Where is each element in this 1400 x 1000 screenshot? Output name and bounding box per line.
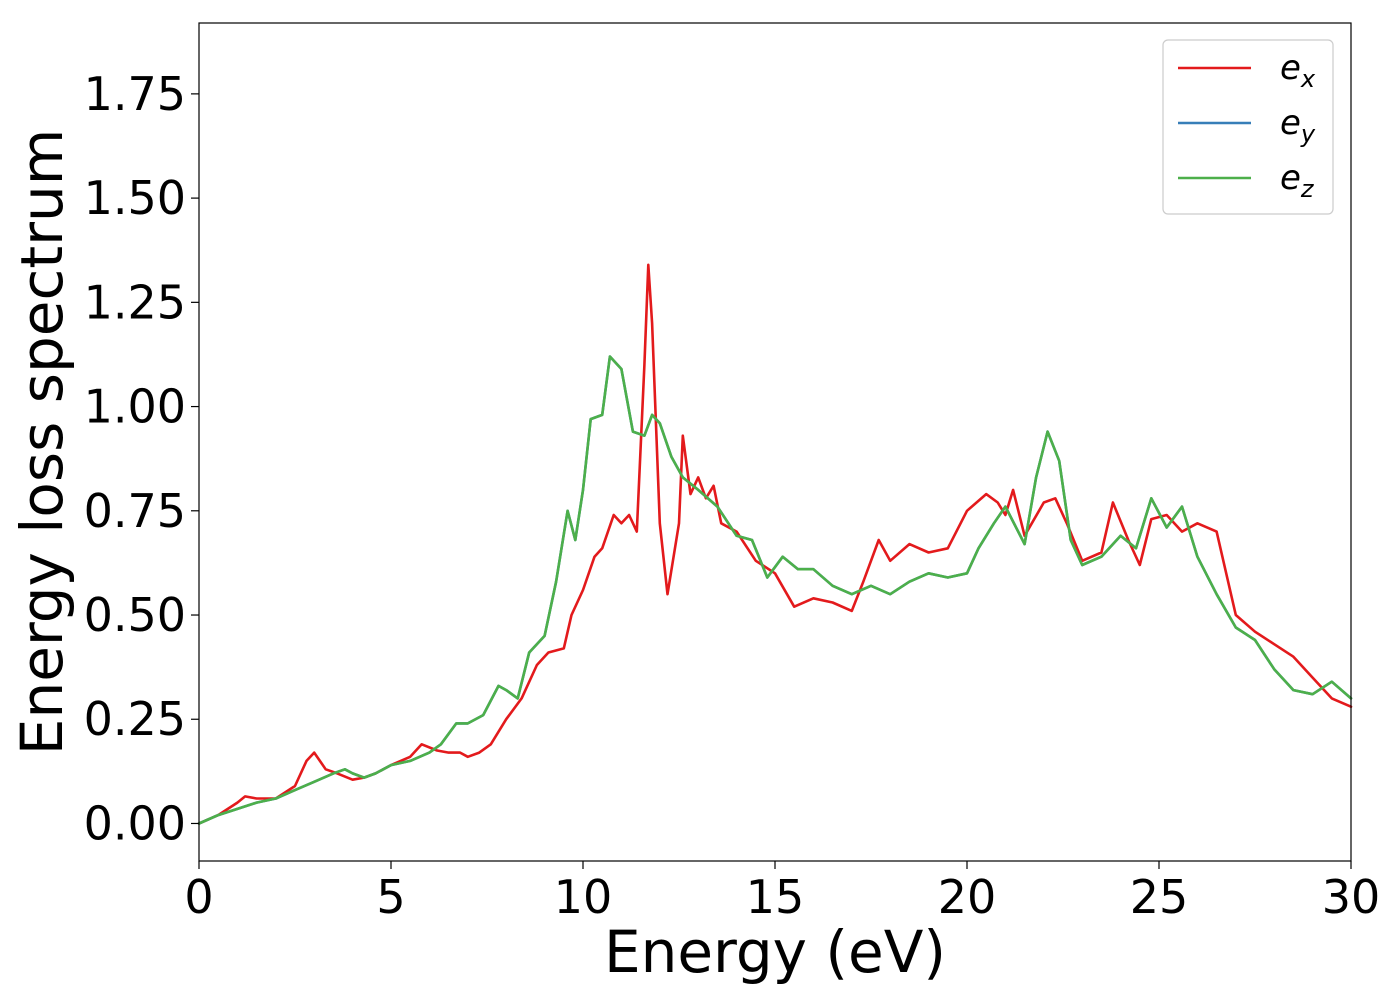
- legend-box: [1162, 39, 1334, 215]
- y-tick-label: 1.75: [84, 67, 186, 121]
- x-tick-label: 30: [1322, 870, 1381, 924]
- x-tick-label: 20: [938, 870, 997, 924]
- legend-label-x: ex: [1280, 48, 1316, 93]
- series-line-z: [197, 355, 1353, 825]
- legend: ex ey ez: [1162, 39, 1334, 215]
- y-axis: 0.00 0.25 0.50 0.75 1.00 1.25 1.50 1.75: [84, 67, 199, 850]
- y-tick-label: 0.25: [84, 692, 186, 746]
- y-tick-label: 0.50: [84, 588, 186, 642]
- x-axis: 0 5 10 15 20 25 30: [184, 861, 1380, 924]
- y-tick-label: 1.25: [84, 275, 186, 329]
- x-tick-label: 5: [376, 870, 405, 924]
- series-layer: [197, 263, 1353, 825]
- y-tick-label: 1.50: [84, 171, 186, 225]
- legend-label-z: ez: [1280, 158, 1315, 203]
- y-axis-title: Energy loss spectrum: [8, 129, 76, 755]
- plot-background: [199, 23, 1351, 861]
- y-tick-label: 0.75: [84, 484, 186, 538]
- x-tick-label: 0: [184, 870, 213, 924]
- x-tick-label: 10: [554, 870, 613, 924]
- series-line-x: [197, 263, 1353, 825]
- y-tick-label: 1.00: [84, 380, 186, 434]
- x-tick-label: 25: [1130, 870, 1189, 924]
- legend-label-y: ey: [1280, 103, 1316, 148]
- y-tick-label: 0.00: [84, 796, 186, 850]
- x-tick-label: 15: [746, 870, 805, 924]
- x-axis-title: Energy (eV): [604, 918, 946, 986]
